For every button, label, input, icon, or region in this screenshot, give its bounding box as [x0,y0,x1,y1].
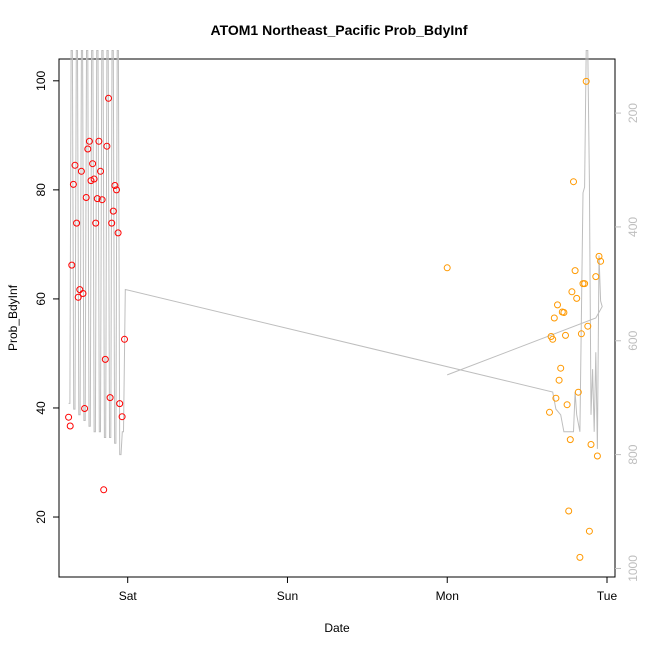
data-point [81,405,89,412]
data-point [546,408,553,416]
data-point [71,161,79,169]
y-axis-label: Prob_BdyInf [6,284,20,351]
data-point [69,180,77,188]
y-axis-right: 200 400 600 800 1000 [615,103,640,582]
y2-tick-label: 200 [626,103,640,123]
data-point [592,273,600,281]
data-point [554,301,561,309]
y-axis: 20 40 60 80 100 [34,70,59,524]
data-point [593,452,601,460]
data-point [573,294,581,302]
data-point [93,195,101,203]
data-point [84,145,92,153]
y2-tick-label: 600 [626,330,640,350]
data-point [568,288,576,296]
data-point [113,186,120,194]
y-tick-label: 60 [34,292,48,306]
x-tick-label: Tue [597,589,618,603]
data-point [100,486,108,494]
data-point [552,394,560,402]
data-point [443,264,451,272]
data-point [549,335,557,343]
data-point [89,160,97,168]
data-point [73,219,81,227]
data-point [85,137,93,145]
plot-frame [58,58,616,578]
data-point [76,286,84,294]
data-point [108,219,116,227]
data-point [101,355,109,363]
line-series [68,50,603,456]
data-point [595,252,603,260]
x-tick-label: Sat [119,589,138,603]
point-series [65,77,605,561]
data-point [574,388,582,396]
data-point [570,178,577,186]
data-point [584,322,592,330]
data-point [550,314,558,322]
data-point [95,137,103,145]
data-point [118,413,126,421]
x-axis-label: Date [324,621,350,635]
y2-tick-label: 400 [626,217,640,237]
data-point [92,219,100,227]
y2-tick-label: 800 [626,444,640,464]
data-point [79,290,87,297]
data-point [121,335,128,343]
data-point [82,194,90,201]
data-point [66,422,74,430]
data-point [557,364,565,372]
y2-tick-label: 1000 [626,555,640,582]
data-point [562,331,569,339]
y-tick-label: 40 [34,401,48,415]
data-point [581,280,589,288]
data-point [555,376,563,384]
data-point [106,394,114,402]
data-point [585,527,593,535]
data-point [77,167,85,175]
y-tick-label: 80 [34,183,48,197]
data-point [566,436,574,444]
data-point [109,207,117,215]
data-point [74,293,82,301]
y-tick-label: 20 [34,510,48,524]
data-point [577,330,585,338]
x-tick-label: Sun [277,589,298,603]
data-point [597,257,605,265]
data-point [114,229,122,237]
x-axis: Sat Sun Mon Tue [119,577,618,603]
data-point [103,142,111,150]
data-point [587,441,595,448]
data-point [90,175,98,183]
data-point [560,309,568,316]
chart-title: ATOM1 Northeast_Pacific Prob_BdyInf [211,22,468,38]
y-tick-label: 100 [34,70,48,90]
data-point [565,507,573,515]
data-point [116,400,124,408]
data-point [563,401,571,409]
data-point [65,413,73,421]
data-point [111,182,119,189]
data-point [571,267,579,275]
data-point [97,167,104,175]
data-point [98,196,106,204]
data-point [68,261,76,269]
data-point [105,94,112,102]
x-tick-label: Mon [436,589,459,603]
data-point [582,77,590,85]
data-point [576,553,584,561]
series-line [68,50,603,456]
